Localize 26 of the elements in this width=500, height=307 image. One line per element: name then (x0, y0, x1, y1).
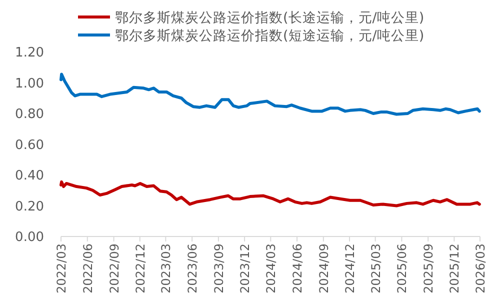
x-tick-label: 2022/09 (107, 244, 122, 294)
x-tick-label: 2023/06 (186, 244, 200, 294)
legend-label: 鄂尔多斯煤炭公路运价指数(长途运输，元/吨公里) (115, 10, 424, 26)
y-tick-label: 0.20 (15, 199, 44, 214)
y-tick-label: 0.60 (15, 138, 44, 153)
x-tick-label: 2025/06 (395, 244, 410, 294)
y-tick-label: 1.20 (15, 46, 44, 60)
y-tick-label: 0.00 (15, 230, 44, 245)
x-tick-label: 2024/03 (264, 244, 278, 294)
x-tick-label: 2025/12 (448, 244, 462, 294)
x-tick-label: 2024/12 (343, 244, 358, 294)
x-tick-label: 2022/03 (54, 244, 68, 294)
legend-label: 鄂尔多斯煤炭公路运价指数(短途运输，元/吨公里) (115, 28, 424, 44)
x-tick-label: 2023/03 (159, 244, 174, 294)
x-tick-label: 2023/09 (212, 244, 226, 294)
x-tick-label: 2024/09 (316, 244, 331, 294)
x-tick-label: 2025/09 (422, 244, 436, 294)
x-tick-label: 2026/03 (474, 244, 488, 294)
x-tick-label: 2022/06 (80, 244, 95, 294)
y-tick-label: 0.40 (15, 168, 44, 184)
y-tick-label: 1.00 (15, 76, 44, 92)
x-tick-label: 2023/12 (238, 244, 252, 294)
x-tick-label: 2024/06 (290, 244, 305, 294)
x-tick-label: 2022/12 (133, 244, 148, 294)
y-tick-label: 0.80 (15, 107, 44, 122)
x-tick-label: 2025/03 (368, 244, 383, 294)
